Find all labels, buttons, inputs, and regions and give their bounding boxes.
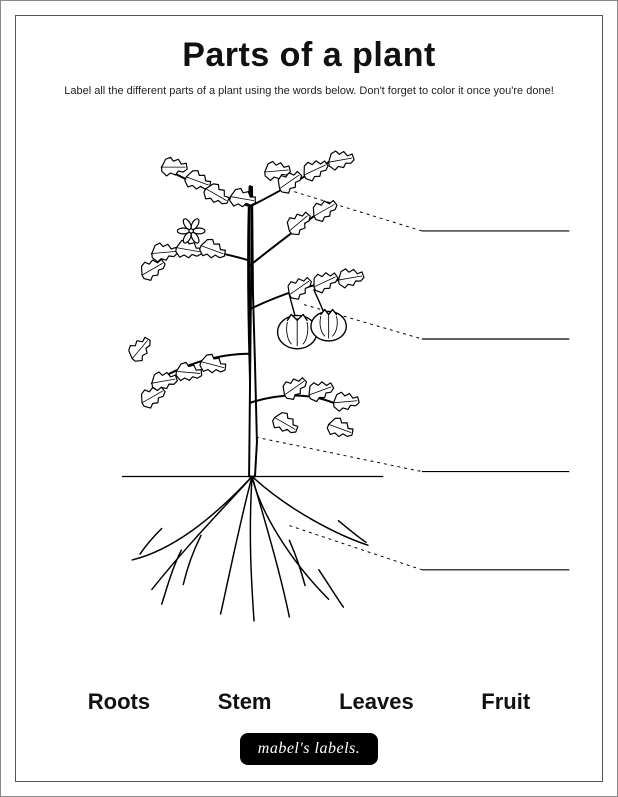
leader-line [289,526,422,570]
leader-line [256,437,422,471]
brand-badge: mabel's labels. [240,733,378,765]
plant-diagram [34,111,584,675]
plant-illustration [34,111,584,675]
word-bank: Roots Stem Leaves Fruit [34,689,584,715]
page-subtitle: Label all the different parts of a plant… [64,85,554,97]
word-bank-item: Roots [88,689,150,715]
word-bank-item: Stem [218,689,272,715]
page-title: Parts of a plant [182,36,436,75]
word-bank-item: Fruit [481,689,530,715]
word-bank-item: Leaves [339,689,414,715]
worksheet-page: Parts of a plant Label all the different… [15,15,603,782]
